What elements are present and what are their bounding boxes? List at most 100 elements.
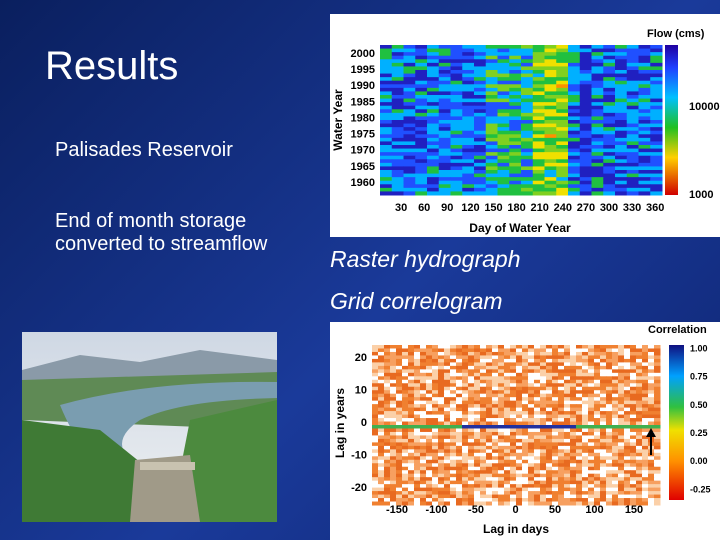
correlogram-cell — [528, 431, 535, 436]
correlogram-cell — [516, 494, 523, 499]
correlogram-cell — [384, 477, 391, 482]
correlogram-cell — [582, 362, 589, 367]
raster-cell — [544, 141, 557, 146]
raster-cell — [568, 148, 581, 153]
raster-cell — [591, 141, 604, 146]
raster-cell — [521, 105, 534, 110]
correlogram-cell — [546, 397, 553, 402]
correlogram-cell — [408, 376, 415, 381]
correlogram-cell — [528, 383, 535, 388]
raster-cell — [462, 66, 475, 71]
raster-cell — [474, 112, 487, 117]
correlogram-cell — [504, 414, 511, 419]
raster-cell — [391, 91, 404, 96]
raster-cell — [474, 87, 487, 92]
correlogram-cell — [558, 487, 565, 492]
correlogram-cell — [486, 442, 493, 447]
correlogram-cell — [492, 456, 499, 461]
raster-cell — [521, 127, 534, 132]
correlogram-cell — [558, 348, 565, 353]
raster-cell — [532, 123, 545, 128]
raster-cell — [474, 80, 487, 85]
raster-cell — [438, 134, 451, 139]
correlogram-cell — [642, 390, 649, 395]
correlogram-cell — [606, 379, 613, 384]
raster-cell — [427, 145, 440, 150]
correlogram-cell — [534, 358, 541, 363]
correlogram-cell — [444, 494, 451, 499]
raster-cell — [626, 155, 639, 160]
raster-cell — [391, 98, 404, 103]
correlogram-cell — [612, 390, 619, 395]
raster-cell — [603, 187, 616, 192]
raster-cell — [556, 137, 569, 142]
raster-cell — [474, 73, 487, 78]
correlogram-cell — [588, 456, 595, 461]
correlogram-cell — [576, 498, 583, 503]
raster-cell — [403, 159, 416, 164]
correlogram-cell — [558, 459, 565, 464]
raster-cell — [638, 152, 651, 157]
correlogram-cell — [516, 348, 523, 353]
y-tick-label: -20 — [351, 482, 367, 494]
raster-cell — [568, 80, 581, 85]
correlogram-cell — [390, 379, 397, 384]
correlogram-cell — [630, 498, 637, 503]
x-tick-label: 210 — [531, 202, 549, 214]
correlogram-cell — [528, 463, 535, 468]
correlogram-cell — [594, 445, 601, 450]
correlogram-cell — [426, 442, 433, 447]
raster-cell — [579, 145, 592, 150]
correlogram-cell — [378, 404, 385, 409]
correlogram-cell — [516, 365, 523, 370]
correlogram-cell — [384, 442, 391, 447]
correlogram-cell — [588, 358, 595, 363]
correlogram-cell — [552, 383, 559, 388]
correlogram-cell — [432, 501, 439, 506]
correlogram-cell — [582, 358, 589, 363]
raster-cell — [591, 48, 604, 53]
raster-cell — [532, 184, 545, 189]
correlogram-cell — [636, 470, 643, 475]
correlogram-cell — [570, 404, 577, 409]
correlogram-cell — [408, 379, 415, 384]
correlogram-cell — [534, 470, 541, 475]
correlogram-cell — [612, 428, 619, 433]
correlogram-cell — [462, 418, 469, 423]
raster-cell — [509, 127, 522, 132]
raster-cell — [603, 105, 616, 110]
correlogram-cell — [504, 358, 511, 363]
raster-cell — [638, 148, 651, 153]
correlogram-cell — [504, 393, 511, 398]
correlogram-cell — [480, 369, 487, 374]
raster-cell — [462, 187, 475, 192]
correlogram-cell — [570, 421, 577, 426]
correlogram-cell — [534, 501, 541, 506]
correlogram-cell — [432, 404, 439, 409]
raster-cell — [403, 66, 416, 71]
correlogram-cell — [636, 456, 643, 461]
correlogram-cell — [402, 414, 409, 419]
raster-cell — [462, 87, 475, 92]
correlogram-cell — [528, 345, 535, 349]
correlogram-cell — [642, 397, 649, 402]
correlogram-cell — [438, 501, 445, 506]
correlogram-cell — [456, 365, 463, 370]
colorbar-title: Flow (cms) — [647, 28, 705, 40]
correlogram-cell — [396, 383, 403, 388]
raster-cell — [544, 137, 557, 142]
correlogram-cell — [402, 438, 409, 443]
raster-cell — [568, 45, 581, 50]
correlogram-cell — [522, 411, 529, 416]
correlogram-cell — [540, 365, 547, 370]
raster-cell — [497, 173, 510, 178]
correlogram-cell — [456, 487, 463, 492]
correlogram-cell — [456, 348, 463, 353]
raster-cell — [450, 73, 463, 78]
raster-cell — [427, 137, 440, 142]
raster-cell — [579, 48, 592, 53]
y-tick-label: -10 — [351, 449, 367, 461]
raster-cell — [391, 73, 404, 78]
raster-cell — [532, 137, 545, 142]
correlogram-cell — [486, 362, 493, 367]
